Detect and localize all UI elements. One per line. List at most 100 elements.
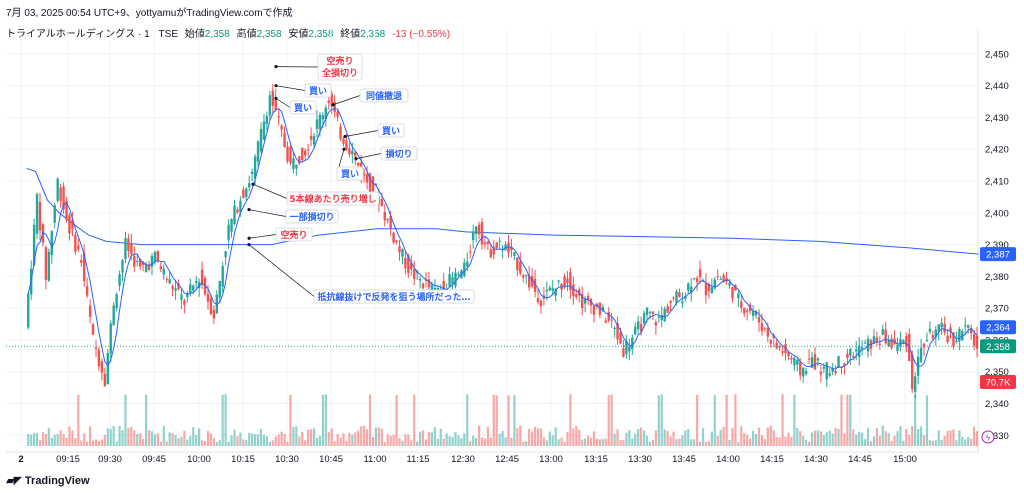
x-tick-label: 09:45 bbox=[142, 454, 166, 465]
candle-body bbox=[940, 322, 943, 328]
candle-series bbox=[27, 83, 979, 399]
y-tick-label: 2,380 bbox=[985, 272, 1009, 283]
volume-bar bbox=[483, 438, 487, 446]
candle-body bbox=[513, 252, 516, 256]
volume-bar bbox=[35, 433, 39, 446]
candle-body bbox=[622, 348, 625, 357]
volume-bar bbox=[466, 394, 469, 446]
y-tick-label: 2,340 bbox=[985, 399, 1009, 410]
candle-body bbox=[952, 332, 955, 347]
candle-body bbox=[778, 345, 781, 348]
grid-lines bbox=[6, 30, 978, 448]
volume-bar bbox=[265, 436, 268, 446]
x-tick-label: 11:00 bbox=[363, 454, 386, 465]
volume-bar bbox=[89, 426, 92, 446]
y-tick-label: 2,390 bbox=[985, 240, 1009, 251]
price-tag-bg bbox=[980, 320, 1016, 335]
candle-body bbox=[298, 156, 301, 164]
volume-bar bbox=[796, 427, 799, 446]
candle-body bbox=[336, 111, 339, 117]
volume-bar bbox=[887, 433, 890, 446]
x-tick-label: 10:45 bbox=[319, 454, 343, 465]
candle-body bbox=[728, 282, 731, 286]
volume-bar bbox=[828, 430, 831, 446]
volume-bar bbox=[74, 438, 77, 446]
annotation-anchor-dot bbox=[354, 157, 358, 161]
volume-bar bbox=[754, 434, 758, 446]
candle-body bbox=[88, 305, 92, 317]
volume-bar bbox=[911, 425, 914, 446]
candle-body bbox=[657, 316, 661, 318]
candle-body bbox=[236, 209, 239, 213]
candle-body bbox=[256, 141, 260, 162]
candle-body bbox=[793, 357, 796, 366]
x-tick-label: 09:15 bbox=[56, 454, 80, 465]
candle-body bbox=[698, 269, 702, 278]
tradingview-brand[interactable]: ▰◤ TradingView bbox=[6, 474, 90, 488]
candle-body bbox=[681, 301, 684, 304]
candle-body bbox=[186, 293, 189, 298]
candle-body bbox=[554, 288, 557, 296]
volume-bar bbox=[203, 441, 207, 446]
volume-bar bbox=[922, 435, 926, 446]
x-tick-label: 14:15 bbox=[760, 454, 784, 465]
candle-body bbox=[321, 115, 325, 120]
candle-body bbox=[801, 367, 805, 377]
symbol-name[interactable]: トライアルホールディングス · 1 · TSE bbox=[6, 29, 178, 40]
candle-body bbox=[44, 247, 48, 280]
candle-body bbox=[407, 255, 410, 273]
candle-body bbox=[348, 148, 351, 155]
volume-bar bbox=[121, 430, 124, 446]
volume-bar bbox=[115, 441, 118, 446]
annotation-leader bbox=[248, 244, 315, 297]
candle-body bbox=[306, 149, 310, 151]
volume-bar bbox=[47, 428, 50, 446]
volume-bar bbox=[480, 437, 484, 446]
volume-bar bbox=[91, 440, 95, 446]
volume-bar bbox=[896, 431, 899, 446]
candle-body bbox=[516, 257, 519, 271]
candle-body bbox=[796, 359, 799, 365]
volume-bar bbox=[545, 440, 548, 446]
candle-body bbox=[943, 323, 946, 333]
brand-text: TradingView bbox=[24, 474, 90, 487]
volume-bar bbox=[321, 394, 324, 446]
volume-bar bbox=[581, 439, 584, 446]
volume-bar bbox=[816, 430, 820, 446]
open-value: 2,358 bbox=[204, 29, 230, 40]
candle-body bbox=[905, 336, 908, 348]
volume-bar bbox=[262, 434, 266, 446]
candle-body bbox=[678, 292, 681, 298]
volume-bar bbox=[648, 441, 652, 446]
volume-bar bbox=[846, 394, 849, 446]
candle-body bbox=[669, 300, 672, 303]
volume-bar bbox=[192, 427, 195, 446]
candle-body bbox=[860, 347, 864, 350]
volume-bar bbox=[100, 439, 103, 446]
volume-bar bbox=[71, 430, 74, 446]
volume-bar bbox=[825, 432, 828, 446]
candle-body bbox=[634, 326, 637, 335]
candle-body bbox=[427, 279, 431, 288]
candle-body bbox=[480, 222, 484, 245]
volume-bar bbox=[955, 440, 958, 446]
candle-body bbox=[545, 290, 549, 292]
volume-bar bbox=[925, 395, 929, 446]
volume-bar bbox=[958, 430, 961, 446]
volume-bar bbox=[931, 440, 934, 446]
volume-bar bbox=[363, 425, 366, 446]
price-tag-bg bbox=[980, 339, 1016, 354]
y-tick-label: 2,330 bbox=[985, 431, 1009, 442]
candle-body bbox=[156, 251, 160, 262]
trade-annotation: 5本線あたり売り増し bbox=[251, 182, 380, 206]
volume-bar bbox=[716, 435, 719, 446]
candle-body bbox=[486, 241, 490, 244]
annotation-anchor-dot bbox=[342, 147, 346, 151]
volume-bar bbox=[53, 434, 56, 446]
volume-bar bbox=[566, 431, 569, 446]
volume-bar bbox=[368, 394, 372, 446]
volume-bar bbox=[386, 434, 389, 446]
candle-body bbox=[212, 309, 216, 319]
volume-bar bbox=[964, 439, 967, 446]
